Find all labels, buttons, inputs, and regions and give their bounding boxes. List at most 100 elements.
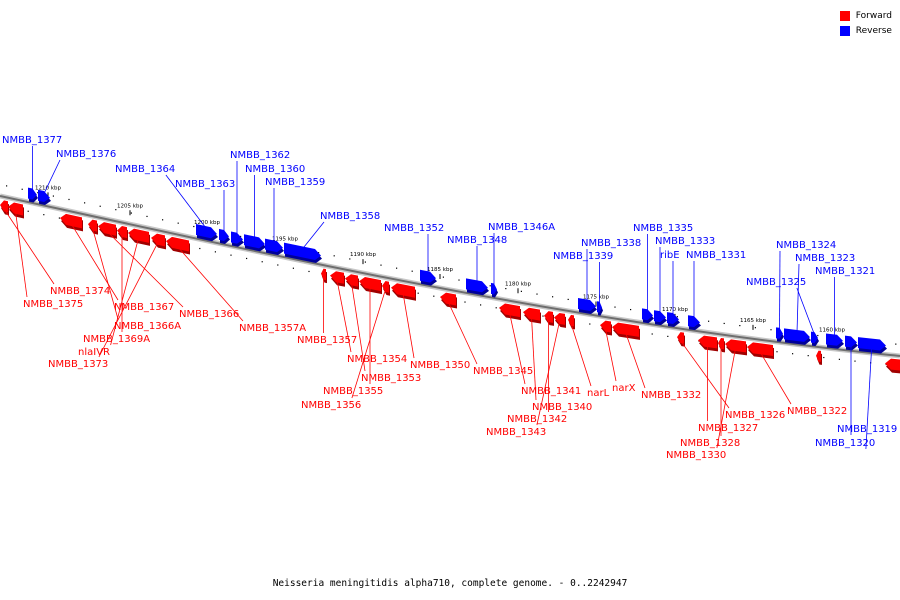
gene-label-nmbb_1345: NMBB_1345: [473, 366, 533, 377]
gene-arrow-nmbb_1360: [244, 234, 266, 252]
minor-tick-top: [52, 195, 54, 197]
leader-nlaivr: [110, 238, 139, 346]
minor-tick-bottom: [838, 358, 840, 360]
gene-label-nmbb_1350: NMBB_1350: [410, 360, 470, 371]
gene-label-nmbb_1332: NMBB_1332: [641, 390, 701, 401]
gene-arrow-body: [321, 268, 326, 281]
forward-swatch: [839, 10, 850, 21]
gene-arrow-nmbb_1324: [776, 327, 784, 342]
gene-arrow-nmbb_1339: [597, 301, 603, 316]
leader-nmbb_1353: [351, 282, 366, 372]
minor-tick-top: [130, 212, 132, 214]
gene-arrow-nmbb_1320: [858, 337, 887, 354]
gene-label-nmbb_1369a: NMBB_1369A: [83, 334, 150, 345]
gene-arrow-body: [677, 332, 684, 344]
gene-label-nmbb_1359: NMBB_1359: [265, 177, 325, 188]
leader-nmbb_1366: [106, 230, 184, 308]
gene-arrow-nmbb_1355: [359, 277, 382, 295]
gene-arrow-nmbb_1330: [725, 339, 747, 356]
minor-tick-top: [567, 298, 569, 301]
gene-arrow-body: [345, 274, 358, 287]
gene-arrow-body: [826, 333, 843, 346]
gene-arrow-body: [776, 327, 783, 339]
minor-tick-bottom: [27, 210, 29, 212]
gene-label-nmbb_1374: NMBB_1374: [50, 286, 110, 297]
gene-arrow-nmbb_1367: [60, 213, 83, 232]
minor-tick-top: [614, 306, 616, 308]
minor-tick-bottom: [261, 261, 263, 263]
gene-arrow-body: [28, 187, 37, 200]
gene-arrow-nmbb_1338: [578, 298, 597, 315]
gene-label-nmbb_1341: NMBB_1341: [521, 386, 581, 397]
gene-arrow-body: [128, 228, 149, 243]
gene-arrow-body: [491, 282, 497, 295]
gene-arrow-body: [612, 322, 639, 337]
gene-arrow-nmbb_1332: [612, 322, 640, 340]
gene-arrow-ribe: [667, 312, 680, 328]
leader-nmbb_1354: [336, 279, 352, 353]
gene-arrow-body: [284, 242, 321, 260]
tick-label: 1175 kbp: [583, 295, 609, 301]
gene-arrow-body: [747, 342, 773, 356]
gene-arrow-body: [440, 292, 456, 306]
gene-arrow-body: [667, 312, 679, 325]
gene-arrow-nmbb_1374: [0, 200, 9, 216]
leader-nmbb_1345: [447, 301, 478, 365]
leader-nmbb_1364: [165, 174, 207, 229]
leader-nmbb_1376: [43, 159, 61, 194]
gene-arrow-nmbb_1335: [642, 308, 654, 324]
leader-nmbb_1374: [3, 208, 55, 285]
gene-arrow-layer: [0, 187, 900, 374]
reverse-label: Reverse: [855, 25, 892, 36]
minor-tick-top: [676, 316, 678, 318]
gene-label-nmbb_1364: NMBB_1364: [115, 164, 175, 175]
gene-label-nmbb_1375: NMBB_1375: [23, 299, 83, 310]
minor-tick-top: [895, 343, 897, 345]
gene-label-nmbb_1338: NMBB_1338: [581, 238, 641, 249]
gene-arrow-body: [698, 335, 717, 349]
gene-label-nmbb_1362: NMBB_1362: [230, 150, 290, 161]
gene-label-nmbb_1366: NMBB_1366: [179, 309, 239, 320]
minor-tick-top: [458, 279, 460, 281]
gene-label-nmbb_1324: NMBB_1324: [776, 240, 836, 251]
gene-label-nmbb_1342: NMBB_1342: [507, 414, 567, 425]
gene-arrow-nmbb_1359: [265, 238, 284, 256]
gene-arrow-body: [330, 271, 344, 284]
minor-tick-bottom: [854, 360, 856, 362]
minor-tick-top: [380, 264, 382, 266]
gene-label-nmbb_1327: NMBB_1327: [698, 423, 758, 434]
gene-arrow-body: [244, 234, 265, 249]
minor-tick-bottom: [589, 323, 591, 325]
gene-arrow-body: [88, 219, 97, 232]
minor-tick-top: [99, 205, 101, 207]
tick-label: 1170 kbp: [662, 307, 688, 313]
minor-tick-top: [552, 296, 554, 298]
gene-arrow-nmbb_1357: [321, 268, 327, 284]
gene-label-nmbb_1331: NMBB_1331: [686, 250, 746, 261]
gene-label-narx: narX: [612, 383, 636, 394]
gene-arrow-body: [8, 202, 23, 216]
minor-tick-top: [162, 219, 164, 221]
gene-arrow-nmbb_1354: [330, 271, 345, 287]
minor-tick-top: [68, 198, 70, 201]
leader-nmbb_1325: [796, 287, 815, 335]
minor-tick-bottom: [651, 333, 653, 335]
gene-label-nmbb_1321: NMBB_1321: [815, 266, 875, 277]
minor-tick-bottom: [776, 351, 778, 353]
gene-arrow-body: [219, 228, 229, 241]
minor-tick-top: [520, 290, 522, 292]
gene-label-nmbb_1352: NMBB_1352: [384, 223, 444, 234]
minor-tick-bottom: [823, 356, 825, 359]
minor-tick-bottom: [230, 254, 232, 256]
minor-tick-top: [396, 267, 398, 269]
gene-arrow-nmbb_1369a: [117, 226, 128, 242]
minor-tick-top: [84, 202, 86, 204]
gene-arrow-nmbb_1325: [811, 331, 819, 347]
gene-label-nmbb_1323: NMBB_1323: [795, 253, 855, 264]
gene-label-ribe: ribE: [660, 250, 680, 261]
minor-tick-bottom: [792, 353, 794, 355]
legend-reverse: Reverse: [839, 23, 892, 38]
minor-tick-top: [318, 252, 320, 254]
gene-label-nmbb_1348: NMBB_1348: [447, 235, 507, 246]
minor-tick-bottom: [292, 267, 294, 269]
